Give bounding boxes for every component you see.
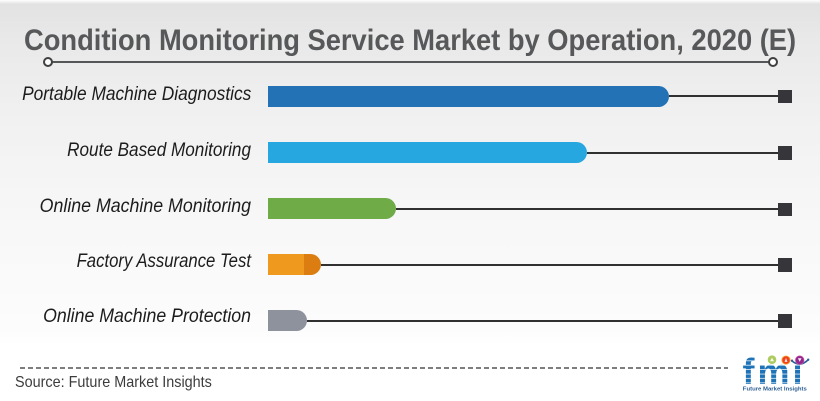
svg-text:Future Market Insights: Future Market Insights [743,386,807,392]
